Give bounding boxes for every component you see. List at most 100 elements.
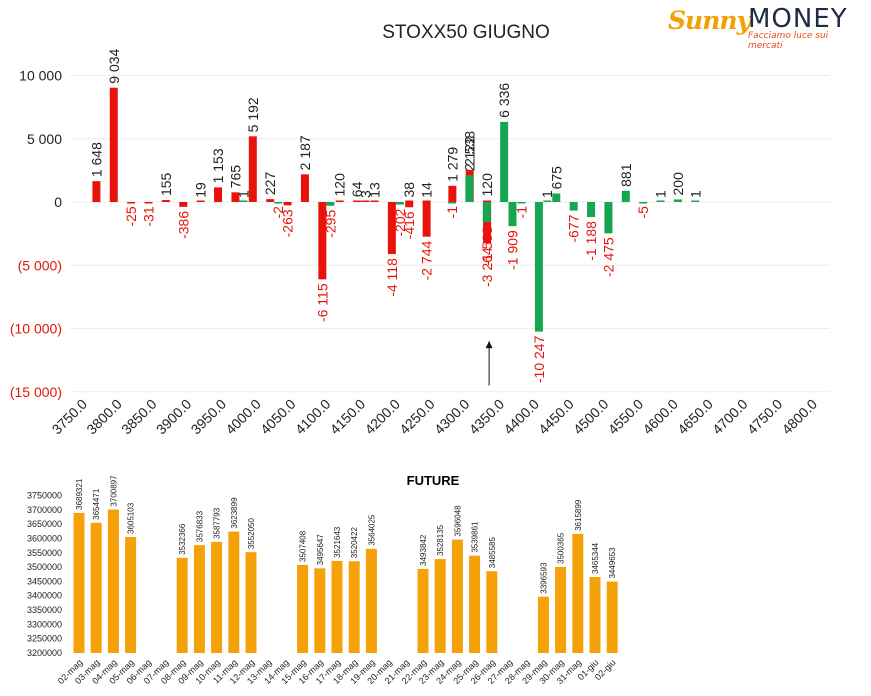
future-bar [228, 531, 240, 653]
future-bar [107, 509, 119, 653]
red-bar [196, 200, 205, 202]
data-label: -6 115 [314, 283, 330, 322]
future-y-tick: 3300000 [27, 619, 62, 629]
data-label: 2 187 [297, 135, 313, 170]
future-bar [73, 512, 85, 653]
data-label: -1 909 [504, 230, 520, 270]
data-label: 1 648 [88, 142, 104, 177]
future-bar [125, 536, 137, 653]
future-value-label: 3539861 [471, 521, 480, 553]
y-tick-label: 10 000 [19, 68, 62, 84]
future-bar [297, 564, 309, 653]
data-label: -1 593 [479, 226, 495, 266]
future-value-label: 3689321 [75, 478, 84, 510]
data-label: 14 [419, 182, 435, 198]
logo-brand-right: MONEY [748, 4, 848, 34]
data-label: -295 [322, 210, 338, 238]
red-bar [300, 174, 309, 202]
future-y-tick: 3200000 [27, 648, 62, 658]
future-value-label: 3449653 [608, 547, 617, 579]
data-label: 1 [687, 190, 703, 198]
red-bar [335, 200, 344, 202]
arrow-head-icon [485, 341, 493, 349]
future-value-label: 3500365 [557, 532, 566, 564]
data-label: -31 [141, 206, 157, 226]
x-tick-label: 3750.0 [49, 396, 91, 438]
green-bar [274, 202, 283, 204]
future-value-label: 3605103 [127, 502, 136, 534]
future-bar [606, 581, 618, 653]
y-tick-label: (15 000) [10, 384, 62, 400]
green-bar [621, 190, 630, 202]
data-label: -2 744 [419, 241, 435, 281]
future-value-label: 3532366 [178, 523, 187, 555]
future-y-tick: 3450000 [27, 576, 62, 586]
sunny-money-logo: Sunny MONEY Facciamo luce sui mercati [668, 4, 864, 51]
data-label: -25 [123, 206, 139, 226]
data-label: 120 [479, 173, 495, 197]
future-bar [90, 522, 102, 653]
future-bar [434, 559, 446, 653]
red-bar [361, 200, 370, 202]
future-bar [314, 568, 326, 653]
x-tick-label: 4550.0 [605, 396, 647, 438]
green-bar [604, 202, 613, 234]
y-tick-label: 5 000 [27, 131, 62, 147]
red-bar [109, 87, 118, 202]
data-label: 155 [158, 172, 174, 196]
data-label: -386 [175, 211, 191, 239]
green-bar [448, 202, 456, 204]
x-tick-label: 4800.0 [779, 396, 821, 438]
future-y-tick: 3550000 [27, 548, 62, 558]
data-label: -263 [280, 209, 296, 237]
future-y-tick: 3650000 [27, 519, 62, 529]
data-label: 765 [227, 165, 243, 189]
red-bar [266, 199, 275, 202]
x-tick-label: 4050.0 [257, 396, 299, 438]
data-label: 3 [357, 190, 373, 198]
x-tick-label: 3950.0 [188, 396, 230, 438]
green-bar [656, 200, 665, 202]
x-tick-label: 4750.0 [744, 396, 786, 438]
x-tick-label: 4200.0 [361, 396, 403, 438]
data-label: 19 [193, 182, 209, 198]
x-tick-label: 4000.0 [222, 396, 264, 438]
future-bar [572, 533, 584, 653]
red-bar [318, 202, 327, 280]
red-bar [127, 202, 136, 204]
data-label: -2 [270, 206, 286, 219]
data-label: 38 [401, 182, 417, 198]
future-y-tick: 3600000 [27, 533, 62, 543]
green-bar [508, 202, 517, 227]
future-bar [331, 560, 343, 653]
future-bar [469, 555, 481, 653]
chart-title: STOXX50 GIUGNO [382, 22, 550, 43]
future-y-tick: 3500000 [27, 562, 62, 572]
data-label: 13 [366, 182, 382, 198]
future-value-label: 3396593 [539, 562, 548, 594]
data-label: -677 [566, 214, 582, 242]
red-bar [422, 200, 431, 202]
future-value-label: 3495647 [316, 534, 325, 566]
data-label: -1 [444, 206, 460, 219]
logo-brand-left: Sunny [668, 6, 751, 35]
data-label: 881 [618, 163, 634, 187]
future-value-label: 3576833 [195, 510, 204, 542]
green-bar [326, 202, 335, 206]
data-label: 675 [548, 166, 564, 190]
future-value-label: 3485585 [488, 537, 497, 569]
red-bar [248, 136, 257, 202]
x-tick-label: 4650.0 [674, 396, 716, 438]
red-bar [387, 202, 396, 255]
x-tick-label: 3850.0 [118, 396, 160, 438]
future-y-tick: 3700000 [27, 505, 62, 515]
red-bar [214, 187, 223, 202]
x-tick-label: 4250.0 [396, 396, 438, 438]
future-value-label: 3564025 [367, 514, 376, 546]
red-bar [179, 202, 188, 207]
data-label: 9 034 [106, 48, 122, 83]
red-bar [370, 200, 379, 202]
data-label: -2 475 [600, 237, 616, 277]
data-label: 1 279 [444, 147, 460, 182]
red-bar [483, 202, 492, 244]
